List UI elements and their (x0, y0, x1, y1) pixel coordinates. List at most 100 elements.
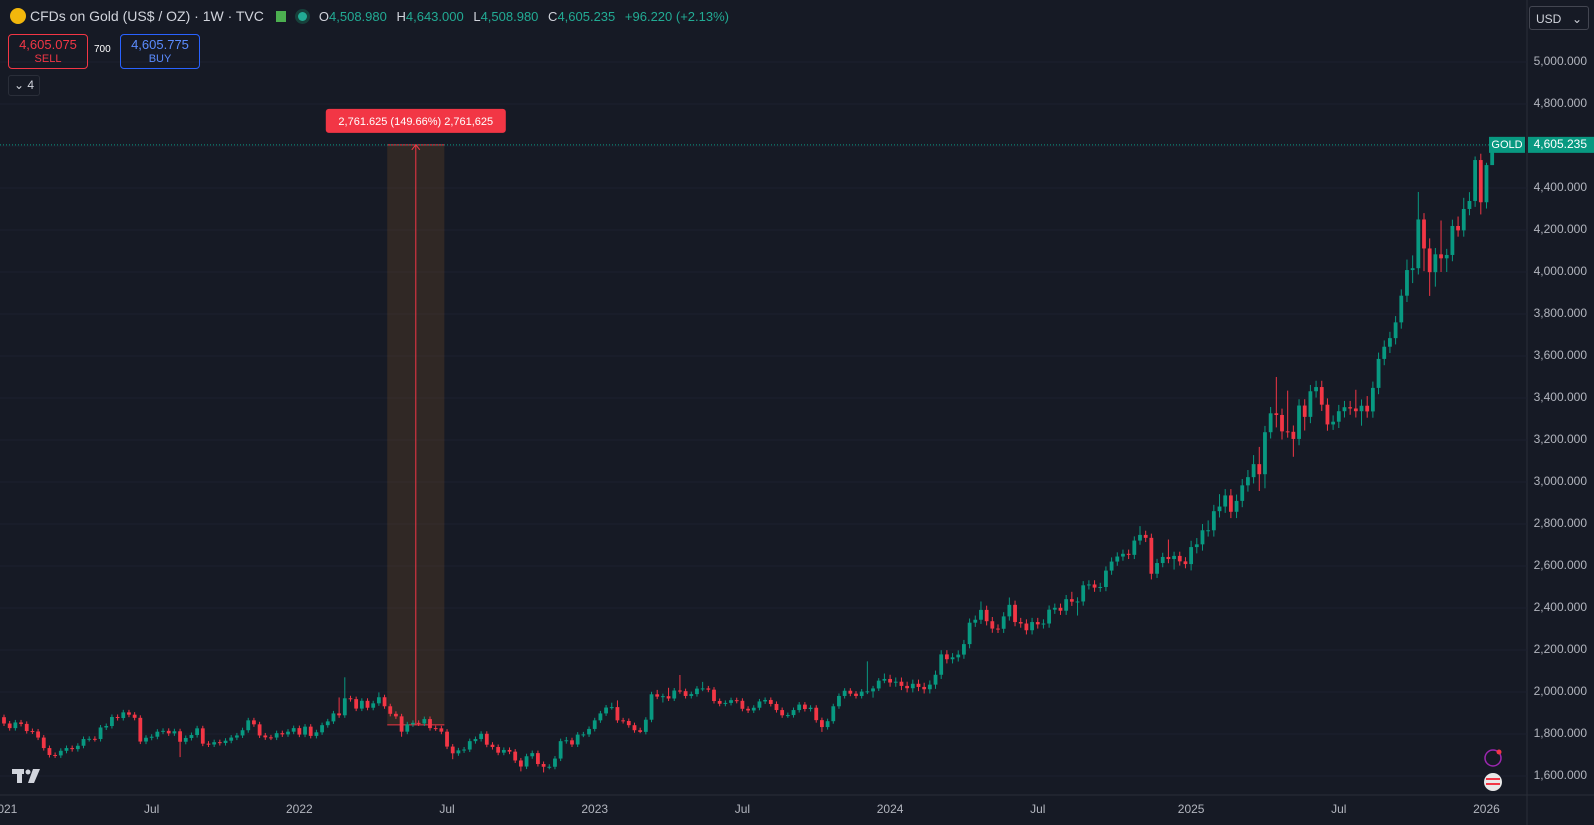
candle-body (24, 723, 29, 732)
candle-body (547, 766, 552, 768)
candle-body (178, 731, 182, 742)
candle-body (1149, 537, 1154, 574)
candle-body (1331, 421, 1336, 425)
candle-body (1121, 553, 1125, 557)
candle-body (791, 710, 796, 716)
y-tick-label: 2,800.000 (1534, 516, 1588, 530)
candle-body (223, 740, 228, 744)
candle-body (1183, 561, 1188, 565)
candle-body (570, 740, 574, 745)
candle-body (1024, 623, 1029, 631)
candle-body (92, 738, 97, 740)
currency-select[interactable]: USD ⌄ (1529, 6, 1589, 30)
candle-body (655, 694, 660, 697)
candle-body (1433, 254, 1438, 273)
indicators-toggle[interactable]: ⌄ 4 (8, 75, 40, 96)
candle-body (217, 742, 222, 744)
flag[interactable] (275, 10, 286, 22)
candle-body (643, 719, 648, 732)
candle-body (416, 722, 421, 724)
candle-body (297, 728, 302, 735)
candle-body (922, 686, 927, 690)
candle-body (428, 719, 432, 729)
candle-body (837, 695, 841, 707)
candle-body (553, 758, 557, 767)
candle-body (626, 720, 631, 726)
y-tick-label: 4,200.000 (1534, 222, 1588, 236)
candle-body (820, 720, 824, 728)
candle-body (1467, 200, 1472, 209)
candle-body (1047, 609, 1052, 624)
candle-body (598, 713, 603, 721)
buy-button[interactable]: 4,605.775 BUY (120, 34, 200, 69)
candle-body (1444, 254, 1449, 259)
price-tag-box (1489, 136, 1525, 153)
candle-body (973, 619, 978, 623)
candle-body (734, 700, 739, 702)
plot: 2,761.625 (149.66%) 2,761,625 (0, 61, 1527, 777)
sell-button[interactable]: 4,605.075 SELL (8, 34, 88, 69)
candle-body (433, 728, 438, 730)
candle-body (1325, 404, 1330, 425)
candle-body (990, 621, 995, 629)
symbol[interactable]: CFDs on Gold (US$ / OZ) · 1W · TVC (30, 8, 264, 24)
ohlc: O4,508.980 H4,643.000 L4,508.980 C4,605.… (319, 9, 735, 24)
candle-body (1052, 607, 1057, 610)
candle-body (172, 731, 177, 734)
candle-body (1291, 431, 1296, 439)
candle-body (575, 734, 580, 745)
candle-body (979, 609, 983, 620)
candle-body (382, 697, 387, 707)
candle-body (530, 753, 535, 757)
candle-body (939, 654, 944, 675)
candle-body (58, 750, 63, 756)
candle-body (683, 691, 688, 696)
candle-body (1427, 248, 1432, 273)
candle-body (558, 741, 563, 759)
candle-body (1246, 477, 1250, 486)
y-tick-label: 2,200.000 (1534, 642, 1588, 656)
candle-body (1217, 506, 1222, 512)
candle-body (1155, 563, 1159, 574)
l-label: L (473, 8, 481, 24)
candle-body (64, 748, 69, 751)
candle-body (229, 737, 234, 741)
candle-body (399, 716, 404, 732)
x-tick-label: Jul (144, 802, 159, 816)
candle-body (337, 713, 342, 716)
candle-body (962, 644, 966, 655)
candle-body (1228, 495, 1233, 512)
status-dot (297, 11, 307, 21)
candle-body (456, 750, 461, 754)
candle-body (1115, 556, 1120, 562)
candle-body (927, 684, 932, 690)
candle-body (1035, 622, 1040, 625)
candle-body (1223, 495, 1228, 507)
candle-body (115, 716, 120, 719)
candle-body (320, 725, 324, 733)
candle-body (689, 694, 694, 696)
y-tick-label: 1,800.000 (1534, 726, 1588, 740)
candle-body (763, 699, 768, 702)
candle-body (394, 713, 398, 717)
y-tick-label: 3,400.000 (1534, 390, 1588, 404)
tv-logo (12, 769, 40, 783)
candle-body (1297, 405, 1301, 439)
y-tick-label: 3,800.000 (1534, 306, 1588, 320)
candle-body (996, 628, 1000, 630)
buy-label: BUY (148, 53, 172, 65)
candle-body (893, 681, 898, 683)
candle-body (149, 736, 154, 738)
y-tick-label: 3,200.000 (1534, 432, 1588, 446)
x-tick-label: Jul (735, 802, 750, 816)
candle-body (1081, 585, 1086, 602)
candle-body (138, 717, 143, 742)
candle-body (621, 720, 626, 722)
candle-body (615, 707, 620, 721)
candle-body (1405, 270, 1409, 296)
candle-body (706, 688, 711, 690)
price-label-box (1528, 136, 1594, 153)
candle-body (740, 700, 745, 709)
candle-body (200, 728, 205, 744)
